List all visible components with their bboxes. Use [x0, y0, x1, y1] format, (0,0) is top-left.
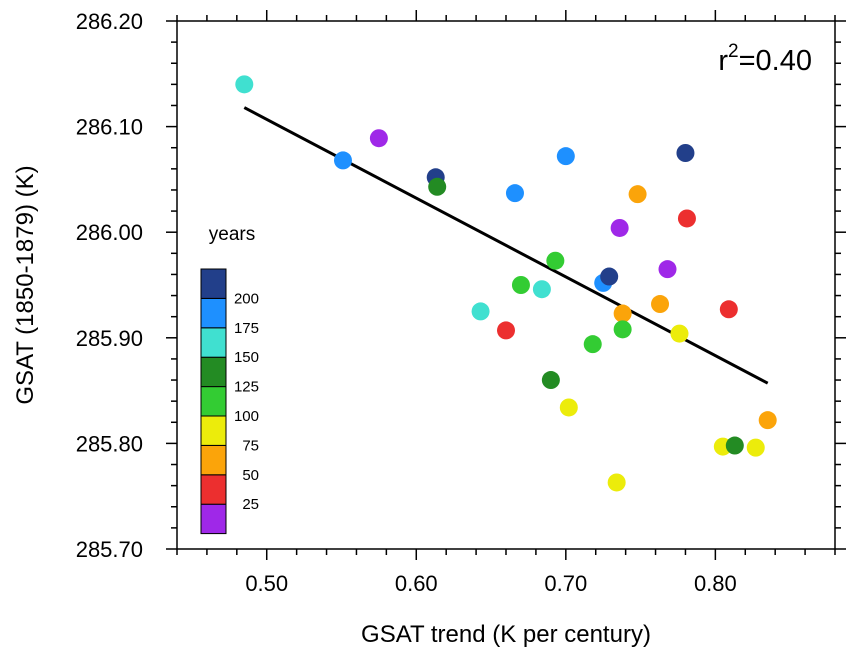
data-point — [559, 398, 578, 417]
data-point — [428, 177, 447, 196]
data-point — [746, 438, 765, 457]
colorbar-box — [200, 268, 227, 299]
data-point — [505, 184, 524, 203]
colorbar-tick-label: 50 — [242, 467, 259, 484]
data-point — [677, 209, 696, 228]
data-points — [235, 75, 777, 492]
y-tick-label: 285.90 — [76, 326, 143, 351]
data-point — [628, 185, 647, 204]
data-point — [758, 411, 777, 430]
colorbar-box — [200, 356, 227, 388]
data-point — [556, 147, 575, 166]
colorbar-box — [200, 297, 227, 329]
data-point — [670, 324, 689, 343]
colorbar-tick-label: 25 — [242, 496, 259, 513]
colorbar-tick-label: 175 — [234, 320, 259, 337]
colorbar-tick-label: 200 — [234, 290, 259, 307]
colorbar-box — [200, 444, 227, 476]
y-tick-label: 286.10 — [76, 115, 143, 140]
data-point — [725, 436, 744, 455]
tick-labels: 0.50 0.60 0.70 0.80 285.70 285.80 285.90 286.00… — [76, 9, 737, 596]
colorbar-tick-label: 100 — [234, 408, 259, 425]
colorbar-box — [200, 386, 227, 417]
y-tick-label: 286.00 — [76, 220, 143, 245]
plot-frame — [176, 20, 836, 550]
data-point — [610, 218, 629, 237]
x-tick-label: 0.80 — [694, 571, 737, 596]
colorbar-boxes — [200, 268, 227, 535]
data-point — [333, 151, 352, 170]
data-point — [511, 276, 530, 294]
x-axis-label: GSAT trend (K per century) — [361, 621, 651, 648]
data-point — [613, 304, 632, 323]
colorbar-labels: 25 50 75 100 125 150 175 200 — [234, 290, 259, 513]
y-tick-label: 285.80 — [76, 431, 143, 456]
colorbar-box — [200, 415, 227, 446]
y-axis-label: GSAT (1850-1879) (K) — [12, 165, 39, 404]
data-point — [471, 302, 490, 321]
r-squared-prefix: r — [718, 45, 728, 77]
data-point — [369, 129, 388, 148]
colorbar-title: years — [209, 224, 255, 245]
y-tick-label: 285.70 — [76, 537, 143, 562]
data-point — [719, 300, 738, 319]
data-point — [532, 280, 551, 299]
data-point — [235, 75, 254, 94]
data-point — [676, 144, 695, 162]
colorbar-box — [200, 474, 227, 505]
data-point — [607, 473, 626, 492]
x-tick-label: 0.70 — [544, 571, 587, 596]
data-point — [546, 251, 565, 270]
colorbar-tick-label: 75 — [242, 437, 259, 454]
r-squared-superscript: 2 — [728, 41, 739, 62]
x-tick-label: 0.60 — [395, 571, 438, 596]
data-point — [613, 320, 632, 339]
colorbar: years 25 50 75 100 125 150 175 200 — [200, 224, 259, 535]
r-squared-annotation: r2=0.40 — [718, 41, 812, 77]
data-point — [658, 260, 677, 279]
colorbar-box — [200, 503, 227, 535]
axis-ticks — [166, 10, 846, 560]
x-tick-label: 0.50 — [245, 571, 288, 596]
data-point — [651, 295, 670, 314]
r-squared-value: =0.40 — [739, 45, 812, 77]
data-point — [583, 335, 602, 354]
y-tick-label: 286.20 — [76, 9, 143, 34]
colorbar-tick-label: 125 — [234, 379, 259, 396]
colorbar-tick-label: 150 — [234, 349, 259, 366]
colorbar-box — [200, 327, 227, 358]
data-point — [600, 267, 619, 286]
data-point — [541, 371, 560, 390]
data-point — [497, 321, 515, 340]
